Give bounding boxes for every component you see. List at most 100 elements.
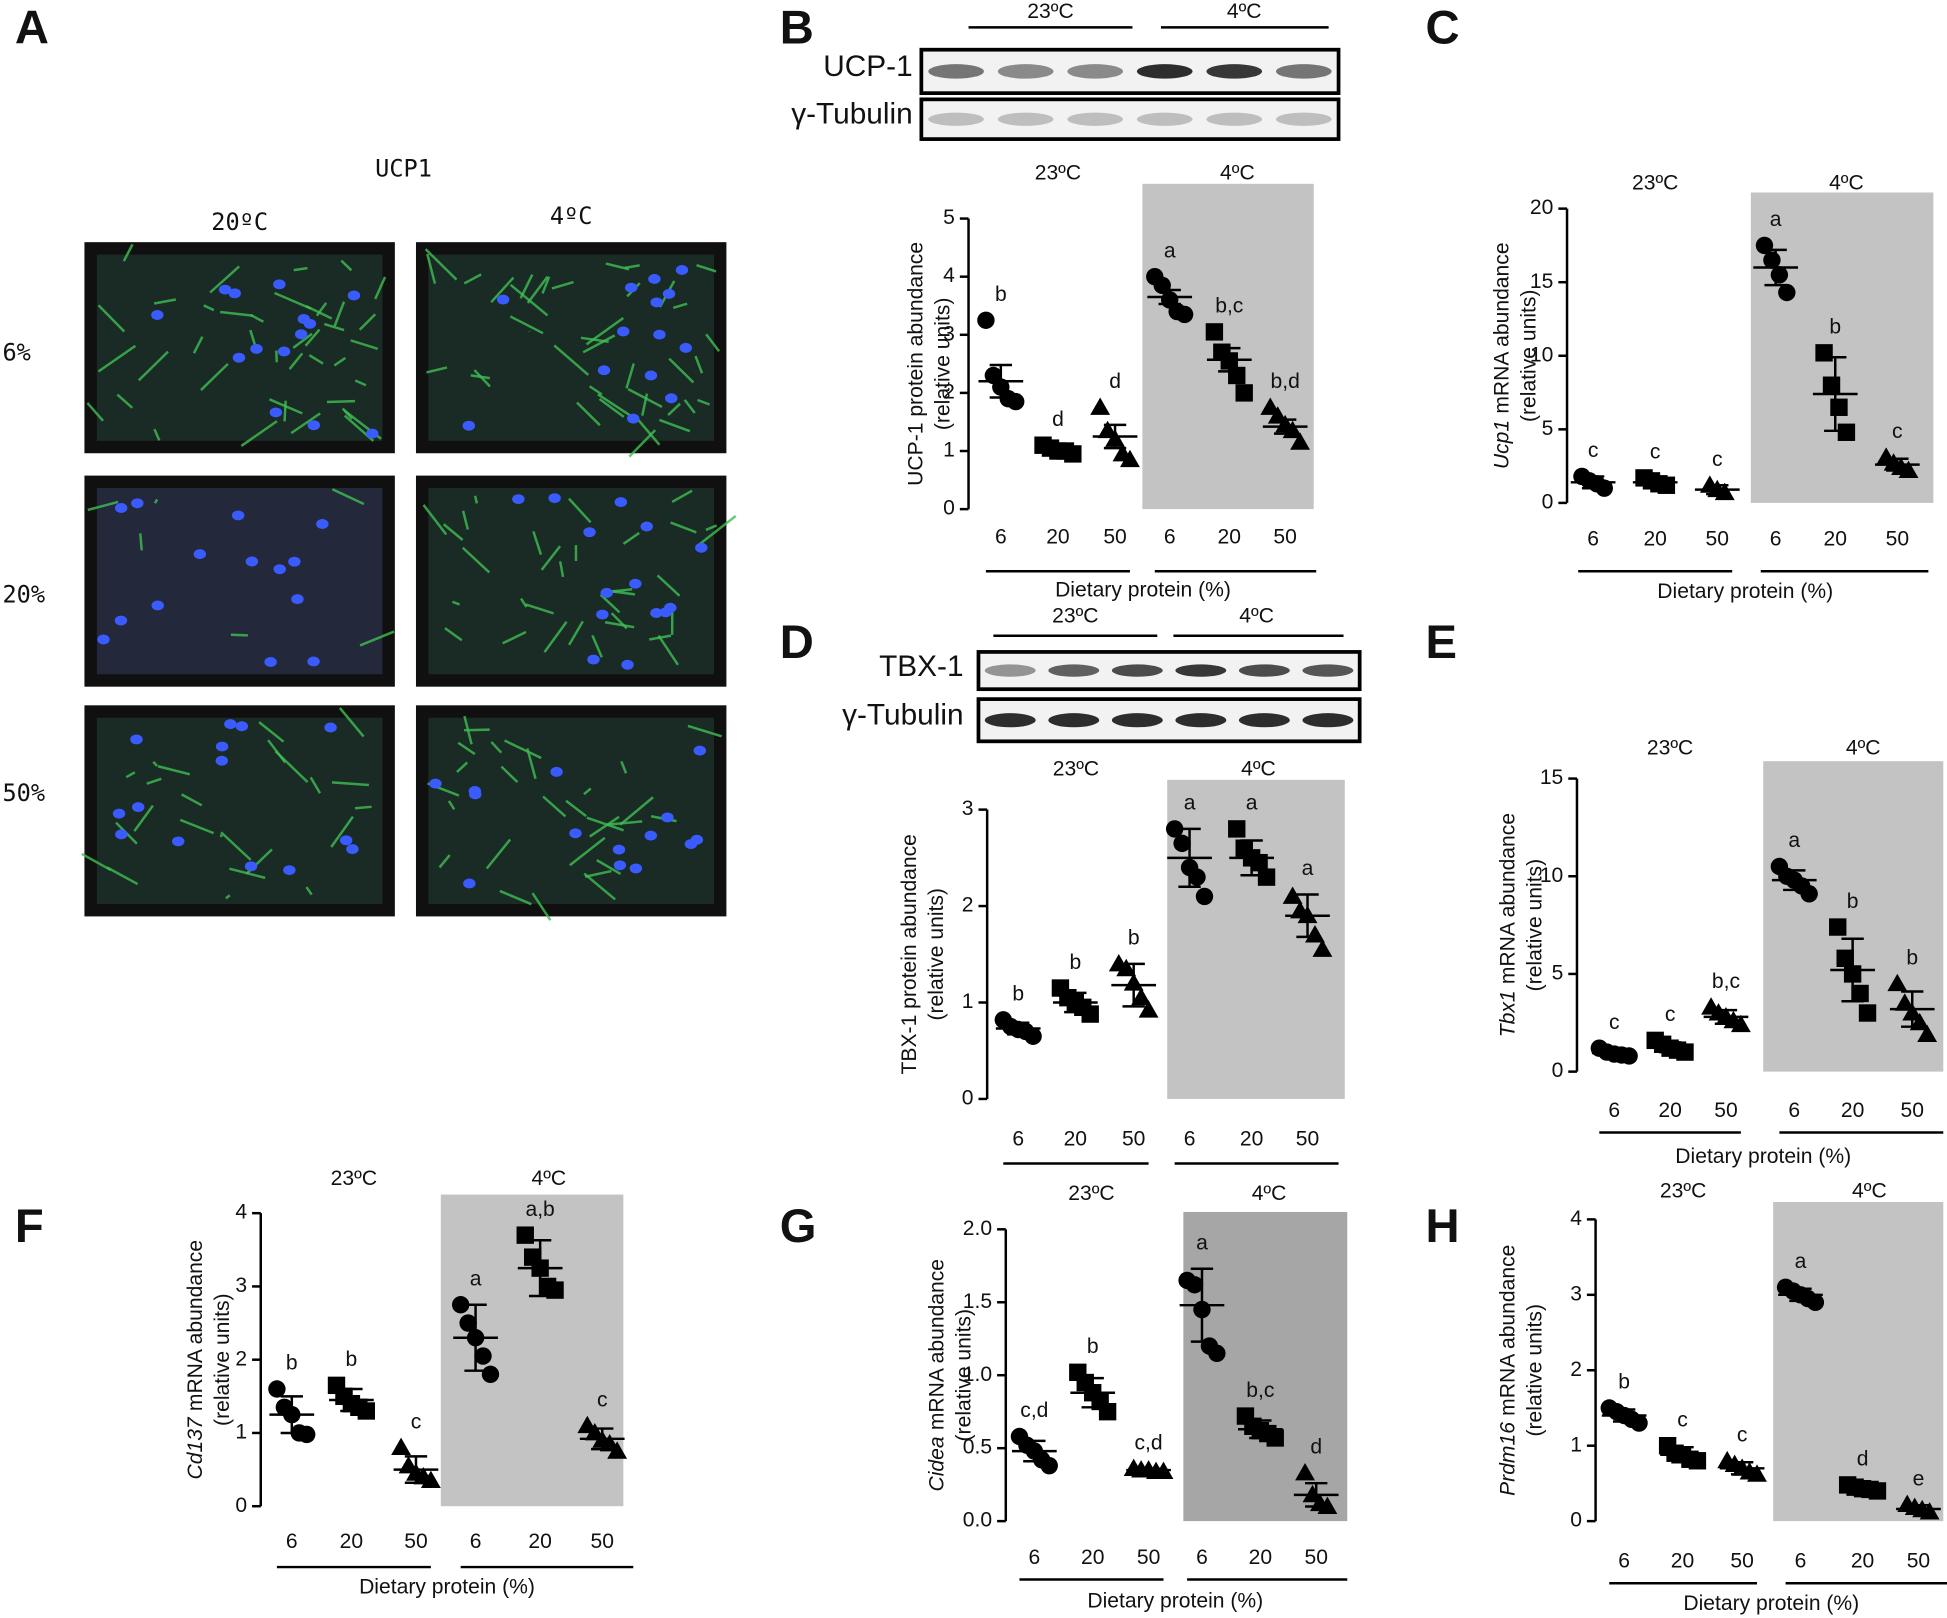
data-point xyxy=(1630,1414,1648,1432)
nucleus xyxy=(463,878,476,889)
error-bar xyxy=(280,1395,303,1435)
y-tick-label: 1 xyxy=(235,1421,247,1444)
error-bar xyxy=(1886,457,1909,472)
band-label: UCP-1 xyxy=(823,50,912,83)
membrane xyxy=(258,721,285,743)
data-point xyxy=(1763,251,1781,269)
group-label: 4ºC xyxy=(1846,736,1881,759)
membrane xyxy=(540,545,562,571)
nucleus xyxy=(131,498,144,509)
data-point xyxy=(1120,449,1140,468)
nucleus xyxy=(596,609,609,620)
membrane xyxy=(139,533,143,551)
nucleus xyxy=(621,659,634,670)
error-bar xyxy=(1783,869,1806,892)
panel-letter: G xyxy=(780,1199,817,1252)
group-label: 23ºC xyxy=(1660,1180,1706,1203)
significance-letter: b xyxy=(1829,316,1841,339)
membrane xyxy=(240,420,278,447)
membrane xyxy=(442,523,464,541)
significance-letter: b xyxy=(1012,983,1024,1006)
membrane xyxy=(340,259,353,272)
band xyxy=(1238,713,1290,728)
y-tick-label: 0 xyxy=(1542,490,1554,513)
x-tick-label: 50 xyxy=(1296,1127,1319,1150)
membrane xyxy=(153,428,161,441)
band xyxy=(1302,713,1354,728)
membrane xyxy=(203,304,215,312)
blots xyxy=(919,47,1362,744)
dot-plot: F 0 1 2 3 4 Cd137 mRNA abundance (relative units… xyxy=(15,1167,634,1599)
data-point xyxy=(357,1402,375,1420)
band xyxy=(1206,64,1263,79)
group-label: 23ºC xyxy=(1632,171,1678,194)
nucleus xyxy=(469,789,482,800)
x-tick-label: 6 xyxy=(995,525,1007,548)
cold-shade xyxy=(440,1194,624,1507)
membrane xyxy=(146,777,162,785)
membrane xyxy=(426,253,437,285)
error-bar xyxy=(1296,893,1319,939)
band xyxy=(1136,64,1193,79)
data-point xyxy=(1858,1004,1877,1022)
nucleus xyxy=(675,264,689,275)
nucleus xyxy=(690,834,704,845)
nucleus xyxy=(665,393,678,404)
data-point xyxy=(1815,344,1833,362)
nucleus xyxy=(644,370,658,381)
group-label: 4ºC xyxy=(531,1167,566,1190)
significance-letter: b xyxy=(1069,951,1081,974)
data-point xyxy=(1894,993,1915,1011)
membrane xyxy=(567,497,592,524)
significance-letter: a xyxy=(1246,792,1258,815)
x-tick-label: 20 xyxy=(1081,1546,1104,1569)
blot-frame xyxy=(976,650,1362,692)
y-tick-label: 2 xyxy=(962,894,974,917)
x-tick-label: 6 xyxy=(1196,1546,1208,1569)
band xyxy=(1238,664,1290,677)
x-axis-label: Dietary protein (%) xyxy=(359,1576,535,1599)
membrane xyxy=(509,315,544,335)
significance-letter: a xyxy=(1795,1250,1807,1273)
significance-letter: d xyxy=(1310,1436,1322,1459)
y-axis-label-gene: Tbx1 xyxy=(1496,990,1519,1037)
x-tick-label: 20 xyxy=(1824,528,1847,551)
data-point xyxy=(1098,1403,1117,1421)
membrane xyxy=(326,399,356,404)
significance-letter: c xyxy=(1712,448,1723,471)
x-axis-label: Dietary protein (%) xyxy=(1087,1589,1263,1612)
row-label: 20% xyxy=(2,581,45,609)
y-tick-label: 3 xyxy=(235,1274,247,1297)
error-bar xyxy=(1851,1484,1874,1493)
panel-letter: A xyxy=(15,1,49,54)
x-tick-label: 6 xyxy=(1618,1550,1630,1573)
data-point xyxy=(1138,1000,1159,1018)
membrane xyxy=(649,634,672,641)
x-tick-label: 20 xyxy=(1851,1550,1874,1573)
nucleus xyxy=(232,352,246,363)
y-tick-label: 4 xyxy=(235,1201,247,1224)
data-point xyxy=(1688,1452,1707,1470)
error-bar xyxy=(464,1303,487,1372)
membrane xyxy=(422,504,448,536)
x-tick-label: 20 xyxy=(340,1530,363,1553)
y-axis-label-text: UCP-1 protein abundance xyxy=(904,242,927,486)
error-bar xyxy=(528,1239,552,1298)
x-tick-label: 6 xyxy=(1587,528,1599,551)
data-point xyxy=(1081,1005,1099,1023)
error-bar xyxy=(1249,1419,1272,1440)
error-bar xyxy=(1581,475,1605,490)
y-axis-label: Cidea mRNA abundance xyxy=(925,1259,948,1492)
data-point xyxy=(1266,1429,1284,1447)
x-tick-label: 20 xyxy=(1240,1127,1263,1150)
membrane xyxy=(330,815,354,848)
significance-letter: b xyxy=(1128,927,1140,950)
band xyxy=(1067,112,1124,126)
x-axis-label: Dietary protein (%) xyxy=(1055,579,1231,602)
membrane xyxy=(672,302,688,310)
x-tick-label: 50 xyxy=(590,1530,613,1553)
membrane xyxy=(619,796,654,826)
membrane xyxy=(87,500,119,512)
data-point xyxy=(1836,949,1854,968)
x-tick-label: 20 xyxy=(1046,525,1069,548)
